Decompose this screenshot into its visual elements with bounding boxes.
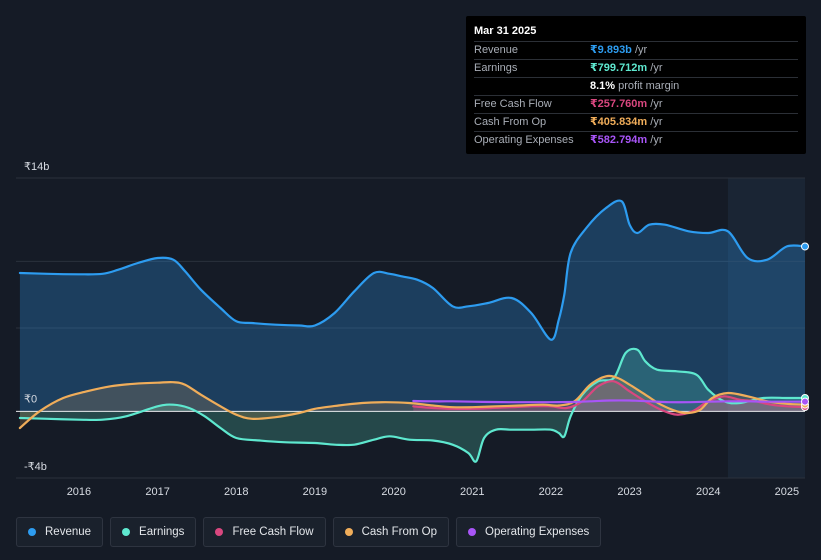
revenue-line [18,199,807,341]
tooltip-row-label: Revenue [474,44,519,56]
tooltip-date: Mar 31 2025 [474,25,537,37]
tooltip-value-number: ₹582.794m [590,134,648,146]
legend-revenue[interactable]: Revenue [16,517,104,547]
tooltip-row-value: ₹9.893b /yr [590,42,647,59]
cash-from-op-line [18,374,807,430]
x-tick-label: 2016 [67,486,91,498]
data-tooltip: Mar 31 2025 Revenue ₹9.893b /yr Earnings ₹7… [466,16,806,154]
y-tick-label: ₹0 [24,393,37,405]
tooltip-row: 8.1% profit margin [474,77,798,95]
series-areas [19,200,805,462]
tooltip-rows: Revenue ₹9.893b /yr Earnings ₹799.712m /yr 8… [474,41,798,149]
x-tick-label: 2019 [303,486,327,498]
tooltip-row-value: ₹582.794m /yr [590,132,662,149]
x-tick-label: 2018 [224,486,248,498]
tooltip-value-unit: /yr [647,98,663,110]
tooltip-row-label [474,78,590,95]
tooltip-row: Operating Expenses ₹582.794m /yr [474,131,798,149]
tooltip-row-value: 8.1% profit margin [590,78,679,95]
x-axis-tick-labels: 2016 2017 2018 2019 2020 2021 2022 2023 2024 2025 [67,486,799,498]
tooltip-row-label: Operating Expenses [474,134,574,146]
tooltip-row-value: ₹257.760m /yr [590,96,662,113]
tooltip-row: Cash From Op ₹405.834m /yr [474,113,798,131]
legend-earnings[interactable]: Earnings [110,517,197,547]
free-cash-flow-line [412,380,807,416]
tooltip-value-number: ₹9.893b [590,44,632,56]
tooltip-row-value: ₹799.712m /yr [590,60,662,77]
x-tick-label: 2021 [460,486,484,498]
tooltip-row: Revenue ₹9.893b /yr [474,41,798,59]
legend-dot-icon [344,528,353,536]
tooltip-row: Free Cash Flow ₹257.760m /yr [474,95,798,113]
tooltip-value-unit: /yr [647,116,663,128]
legend-free-cash-flow[interactable]: Free Cash Flow [203,517,326,547]
legend-dot-icon [28,528,36,536]
legend-label: Earnings [139,526,185,538]
tooltip-value-unit: /yr [647,62,663,74]
tooltip-value-unit: /yr [647,134,663,146]
operating-expenses-line [412,399,807,404]
tooltip-row-value: ₹405.834m /yr [590,114,662,131]
tooltip-value-number: ₹799.712m [590,62,648,74]
tooltip-value-unit: /yr [631,44,648,56]
tooltip-value-unit: profit margin [615,80,680,92]
y-tick-label: ₹14b [24,161,49,173]
legend-dot-icon [122,528,131,536]
legend-operating-expenses[interactable]: Operating Expenses [456,517,602,547]
x-tick-label: 2020 [381,486,405,498]
earnings-line [18,347,807,463]
cash-from-op-area [19,375,805,428]
tooltip-value-number: ₹257.760m [590,98,648,110]
x-tick-label: 2022 [539,486,563,498]
legend-label: Operating Expenses [485,526,590,538]
tooltip-row: Earnings ₹799.712m /yr [474,59,798,77]
y-axis-tick-labels: ₹14b ₹0 -₹4b [24,161,49,473]
series-lines [18,199,807,463]
series-end-markers [801,242,809,412]
x-tick-label: 2024 [696,486,720,498]
revenue-end-point [801,242,809,251]
chart-legend: Revenue Earnings Free Cash Flow Cash From O… [16,517,608,547]
legend-dot-icon [468,528,477,536]
x-tick-label: 2017 [145,486,169,498]
y-tick-label: -₹4b [24,461,47,473]
revenue-area [19,200,805,412]
tooltip-value-number: 8.1% [590,80,616,92]
legend-cash-from-op[interactable]: Cash From Op [332,517,450,547]
tooltip-value-number: ₹405.834m [590,116,648,128]
x-tick-label: 2025 [775,486,799,498]
operating-expenses-end-point [801,397,809,406]
tooltip-row-label: Free Cash Flow [474,98,552,110]
legend-dot-icon [215,528,224,536]
legend-label: Revenue [45,526,92,538]
free-cash-flow-area [413,381,805,415]
tooltip-row-label: Cash From Op [474,116,547,128]
legend-label: Free Cash Flow [232,526,314,538]
x-tick-label: 2023 [617,486,641,498]
legend-label: Cash From Op [361,526,438,538]
tooltip-row-label: Earnings [474,62,518,74]
